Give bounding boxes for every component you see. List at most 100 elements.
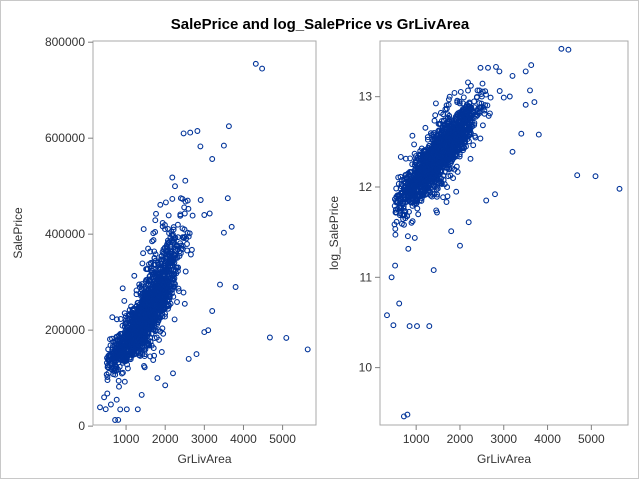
saleprice-point: [185, 233, 192, 240]
saleprice-point: [152, 327, 159, 334]
saleprice-point: [131, 272, 138, 279]
log-saleprice-point: [452, 118, 459, 125]
log-saleprice-point: [391, 202, 398, 209]
saleprice-point: [141, 344, 148, 351]
saleprice-point: [152, 251, 159, 258]
saleprice-point: [224, 195, 231, 202]
log-saleprice-point: [412, 165, 419, 172]
saleprice-point: [149, 271, 156, 278]
saleprice-point: [168, 258, 175, 265]
log-saleprice-ytick-label: 13: [359, 90, 373, 104]
log-saleprice-point: [437, 150, 444, 157]
log-saleprice-point: [465, 87, 471, 94]
log-saleprice-point: [465, 219, 472, 226]
log-saleprice-points: [384, 45, 623, 420]
log-saleprice-point: [479, 104, 485, 111]
saleprice-point: [225, 123, 232, 130]
saleprice-point: [150, 237, 157, 244]
log-saleprice-point: [452, 125, 459, 132]
log-saleprice-point: [390, 322, 397, 329]
log-saleprice-point: [522, 68, 529, 75]
saleprice-point: [113, 316, 120, 323]
log-saleprice-point: [446, 165, 453, 172]
saleprice-point: [124, 339, 131, 346]
log-saleprice-point: [479, 122, 486, 129]
saleprice-point: [228, 223, 235, 230]
saleprice-point: [138, 391, 145, 398]
log-saleprice-point: [451, 89, 458, 96]
log-saleprice-point: [457, 131, 464, 138]
saleprice-point: [170, 280, 177, 287]
saleprice-point: [186, 230, 193, 237]
log-saleprice-point: [430, 145, 437, 152]
saleprice-point: [112, 345, 119, 352]
saleprice-point: [151, 248, 158, 255]
saleprice-point: [217, 281, 223, 288]
log-saleprice-point: [459, 121, 466, 128]
log-saleprice-point: [443, 120, 450, 127]
saleprice-point: [172, 246, 179, 253]
saleprice-point: [129, 351, 136, 358]
saleprice-point: [165, 212, 172, 219]
saleprice-point: [187, 251, 194, 258]
log-saleprice-point: [485, 64, 491, 71]
log-saleprice-point: [427, 130, 434, 137]
log-saleprice-point: [427, 189, 434, 196]
log-saleprice-point: [412, 159, 419, 166]
log-saleprice-point: [453, 188, 460, 195]
saleprice-point: [120, 343, 127, 350]
saleprice-point: [154, 283, 161, 290]
saleprice-point: [104, 377, 111, 384]
log-saleprice-point: [436, 121, 443, 127]
saleprice-point: [122, 327, 129, 334]
log-saleprice-point: [399, 211, 406, 218]
saleprice-point: [189, 212, 196, 219]
saleprice-point: [304, 346, 311, 353]
log-saleprice-point: [419, 187, 426, 194]
saleprice-point: [232, 284, 239, 290]
saleprice-point: [143, 322, 150, 329]
saleprice-point: [115, 416, 122, 423]
saleprice-point: [145, 337, 152, 344]
saleprice-point: [201, 329, 208, 336]
log-saleprice-xtick-label: 2000: [447, 432, 474, 446]
saleprice-point: [206, 210, 213, 217]
log-saleprice-point: [506, 93, 513, 100]
saleprice-point: [158, 287, 165, 294]
saleprice-point: [283, 334, 290, 341]
log-saleprice-point: [460, 100, 467, 107]
saleprice-point: [129, 320, 136, 327]
log-saleprice-point: [440, 143, 446, 150]
saleprice-point: [151, 311, 158, 318]
saleprice-point: [161, 259, 168, 266]
log-saleprice-point: [470, 142, 477, 149]
saleprice-point: [113, 355, 120, 362]
saleprice-point: [141, 364, 148, 371]
log-saleprice-point: [402, 155, 409, 162]
saleprice-point: [157, 273, 164, 280]
log-saleprice-panel: 1000 2000 3000 4000 5000 10 11 12 13 GrLivArea l…: [327, 40, 629, 466]
saleprice-xtick-label: 5000: [269, 432, 296, 446]
log-saleprice-point: [433, 183, 440, 190]
log-saleprice-point: [414, 154, 421, 161]
log-saleprice-point: [434, 191, 441, 198]
log-saleprice-point: [509, 72, 516, 79]
saleprice-point: [161, 292, 168, 299]
chart-title: SalePrice and log_SalePrice vs GrLivArea: [171, 16, 470, 33]
saleprice-point: [184, 197, 191, 204]
saleprice-point: [166, 230, 173, 237]
saleprice-point: [147, 324, 154, 331]
saleprice-point: [220, 229, 227, 236]
log-saleprice-point: [477, 64, 484, 71]
log-saleprice-point: [414, 205, 421, 212]
log-saleprice-point: [432, 112, 439, 119]
log-saleprice-point: [411, 234, 418, 241]
saleprice-point: [145, 245, 152, 252]
saleprice-point: [174, 221, 181, 228]
saleprice-point: [144, 313, 151, 320]
log-saleprice-ytick-label: 10: [359, 361, 373, 375]
log-saleprice-point: [437, 153, 443, 160]
saleprice-point: [143, 292, 150, 298]
log-saleprice-point: [454, 97, 461, 104]
saleprice-point: [163, 278, 170, 285]
